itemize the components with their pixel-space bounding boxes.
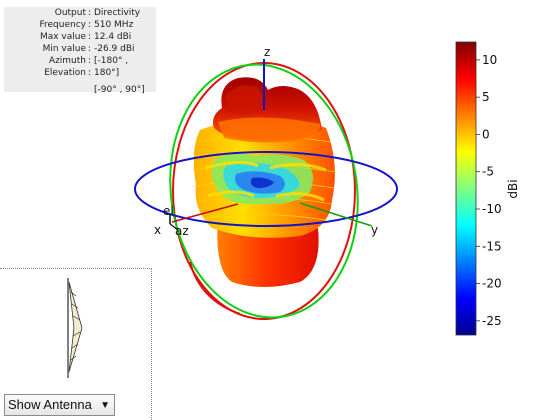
colorbar-tick-label: -15 xyxy=(482,239,502,253)
info-elevation-range: [-90° , 90°] xyxy=(94,85,145,95)
colorbar-tick-label: 0 xyxy=(482,127,490,141)
antenna-preview-frame xyxy=(0,268,152,420)
colorbar-unit-label: dBi xyxy=(506,179,520,198)
el-marker xyxy=(169,223,179,231)
show-antenna-dropdown[interactable]: Show Antenna ▼ xyxy=(4,394,115,416)
reference-circle-yz xyxy=(169,63,359,319)
x-axis-label: x xyxy=(154,223,161,237)
reference-circle-xy xyxy=(134,151,399,227)
colorbar-tick-label: -5 xyxy=(482,165,494,179)
z-axis-label: z xyxy=(264,45,270,59)
reference-circle-xz-front xyxy=(189,261,241,315)
info-row-max-value: Max value:12.4 dBi xyxy=(39,32,132,42)
info-row-azimuth: Azimuth: [-180° , xyxy=(48,56,129,66)
colorbar-gradient xyxy=(455,41,477,336)
y-axis xyxy=(299,202,373,227)
colorbar: 10 5 0 -5 -10 -15 -20 -25 dBi xyxy=(455,41,520,336)
y-axis-label: y xyxy=(371,223,378,237)
colorbar-tick-label: 10 xyxy=(482,53,497,67)
colorbar-tick-label: -20 xyxy=(482,277,502,291)
pattern-surface xyxy=(192,77,337,287)
info-row-elevation: Elevation:180°] xyxy=(44,68,120,78)
colorbar-tick-label: -25 xyxy=(482,314,502,328)
az-label: az xyxy=(175,224,189,238)
info-row-min-value: Min value: -26.9 dBi xyxy=(42,44,135,54)
info-panel: Output: Directivity Frequency:510 MHz Max… xyxy=(4,7,156,95)
show-antenna-dropdown-value: Show Antenna xyxy=(8,397,92,412)
info-row-output: Output: Directivity xyxy=(54,8,141,18)
chevron-down-icon: ▼ xyxy=(100,400,110,411)
colorbar-tick-label: -10 xyxy=(482,202,502,216)
el-label: el xyxy=(163,204,174,218)
colorbar-tick-label: 5 xyxy=(482,90,490,104)
info-row-frequency: Frequency:510 MHz xyxy=(39,20,134,30)
x-axis xyxy=(171,203,239,223)
antenna-preview[interactable] xyxy=(67,278,83,378)
